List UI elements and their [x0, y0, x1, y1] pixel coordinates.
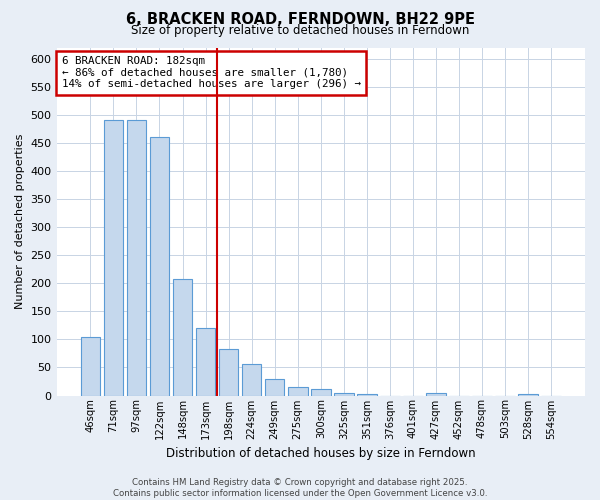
Text: Contains HM Land Registry data © Crown copyright and database right 2025.
Contai: Contains HM Land Registry data © Crown c…	[113, 478, 487, 498]
Bar	[173, 279, 193, 396]
Bar	[242, 364, 262, 396]
Bar	[426, 392, 446, 396]
Bar	[219, 350, 238, 396]
Bar	[334, 392, 353, 396]
Text: Size of property relative to detached houses in Ferndown: Size of property relative to detached ho…	[131, 24, 469, 37]
Y-axis label: Number of detached properties: Number of detached properties	[15, 134, 25, 309]
Bar	[196, 328, 215, 396]
Bar	[104, 120, 123, 396]
Bar	[311, 389, 331, 396]
X-axis label: Distribution of detached houses by size in Ferndown: Distribution of detached houses by size …	[166, 447, 476, 460]
Bar	[80, 336, 100, 396]
Bar	[265, 378, 284, 396]
Bar	[288, 387, 308, 396]
Bar	[127, 120, 146, 396]
Bar	[149, 138, 169, 396]
Text: 6 BRACKEN ROAD: 182sqm
← 86% of detached houses are smaller (1,780)
14% of semi-: 6 BRACKEN ROAD: 182sqm ← 86% of detached…	[62, 56, 361, 90]
Bar	[357, 394, 377, 396]
Text: 6, BRACKEN ROAD, FERNDOWN, BH22 9PE: 6, BRACKEN ROAD, FERNDOWN, BH22 9PE	[125, 12, 475, 28]
Bar	[518, 394, 538, 396]
